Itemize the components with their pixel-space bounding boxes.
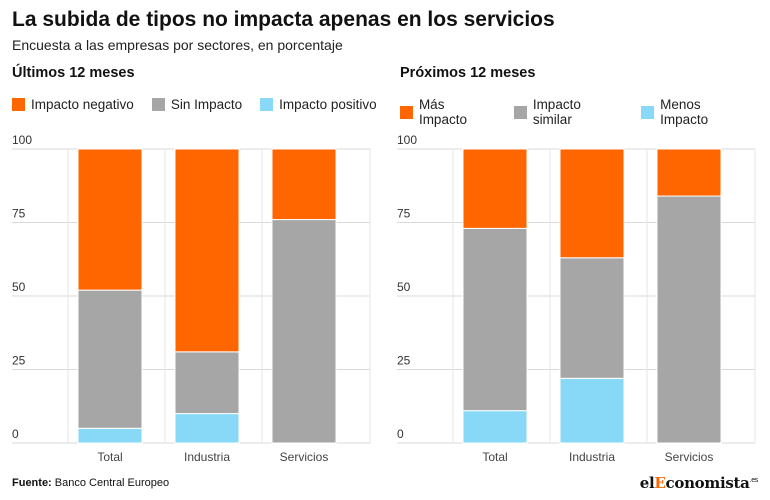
legend-swatch-lightblue bbox=[641, 105, 655, 119]
bar-segment bbox=[77, 427, 143, 444]
y-tick-label: 75 bbox=[12, 207, 26, 221]
legend-label: Impacto similar bbox=[532, 97, 581, 127]
panel-title-left: Últimos 12 meses bbox=[12, 65, 135, 81]
x-tick-label: Industria bbox=[184, 450, 230, 464]
chart-right: 0 25 50 75 100 Total Industria Servicios bbox=[397, 133, 756, 464]
bar-segment bbox=[77, 289, 143, 429]
bar-segment bbox=[271, 148, 337, 221]
legend-item: Menos Impacto bbox=[641, 97, 752, 127]
bar-segment bbox=[271, 219, 337, 444]
bar-segment bbox=[559, 377, 625, 444]
y-tick-label: 75 bbox=[397, 207, 411, 221]
legend-item: Impacto negativo bbox=[12, 97, 134, 112]
bar-segment bbox=[462, 227, 528, 412]
chart-title: La subida de tipos no impacta apenas en … bbox=[12, 8, 555, 31]
chart-subtitle: Encuesta a las empresas por sectores, en… bbox=[12, 37, 343, 53]
bar-segment bbox=[462, 410, 528, 444]
legend-label: Más Impacto bbox=[418, 97, 467, 127]
legend-label: Impacto positivo bbox=[279, 97, 377, 112]
legend-item: Impacto similar bbox=[513, 97, 623, 127]
y-tick-label: 0 bbox=[12, 427, 19, 441]
legend-item: Sin Impacto bbox=[151, 97, 243, 112]
source-text: Banco Central Europeo bbox=[54, 477, 170, 489]
y-tick-label: 25 bbox=[397, 354, 411, 368]
y-tick-label: 50 bbox=[12, 280, 26, 294]
legend-swatch-gray bbox=[513, 105, 527, 119]
bar-segment bbox=[174, 413, 240, 444]
bar-segment bbox=[559, 148, 625, 259]
legend-label: Menos Impacto bbox=[660, 97, 709, 127]
x-tick-label: Servicios bbox=[665, 450, 714, 464]
bar-segment bbox=[656, 195, 722, 444]
legend-left: Impacto negativo Sin Impacto Impacto pos… bbox=[12, 97, 395, 112]
legend-label: Impacto negativo bbox=[31, 97, 134, 112]
bar-segment bbox=[559, 257, 625, 379]
x-tick-label: Total bbox=[482, 450, 507, 464]
source-note: Fuente: Banco Central Europeo bbox=[12, 477, 169, 489]
chart-left: 0 25 50 75 100 Total Industria Servicios bbox=[12, 133, 371, 464]
y-tick-label: 100 bbox=[397, 133, 417, 147]
x-tick-label: Industria bbox=[569, 450, 615, 464]
legend-swatch-orange bbox=[12, 98, 25, 111]
brand-logo: elEconomista.es bbox=[639, 474, 759, 492]
legend-item: Impacto positivo bbox=[260, 97, 377, 112]
bar-segment bbox=[77, 148, 143, 291]
source-label: Fuente: bbox=[12, 477, 52, 489]
panel-title-right: Próximos 12 meses bbox=[400, 65, 536, 81]
legend-label: Sin Impacto bbox=[170, 97, 243, 112]
x-tick-label: Servicios bbox=[280, 450, 329, 464]
bar-segment bbox=[174, 351, 240, 415]
bar-segment bbox=[174, 148, 240, 353]
y-tick-label: 0 bbox=[397, 427, 404, 441]
bar-segment bbox=[656, 148, 722, 197]
legend-right: Más Impacto Impacto similar Menos Impact… bbox=[400, 97, 770, 127]
y-tick-label: 50 bbox=[397, 280, 411, 294]
y-tick-label: 100 bbox=[12, 133, 32, 147]
x-tick-label: Total bbox=[97, 450, 122, 464]
legend-swatch-lightblue bbox=[260, 98, 274, 111]
y-tick-label: 25 bbox=[12, 354, 26, 368]
bar-segment bbox=[462, 148, 528, 229]
legend-swatch-gray bbox=[151, 98, 165, 111]
legend-swatch-orange bbox=[400, 105, 413, 119]
legend-item: Más Impacto bbox=[400, 97, 496, 127]
